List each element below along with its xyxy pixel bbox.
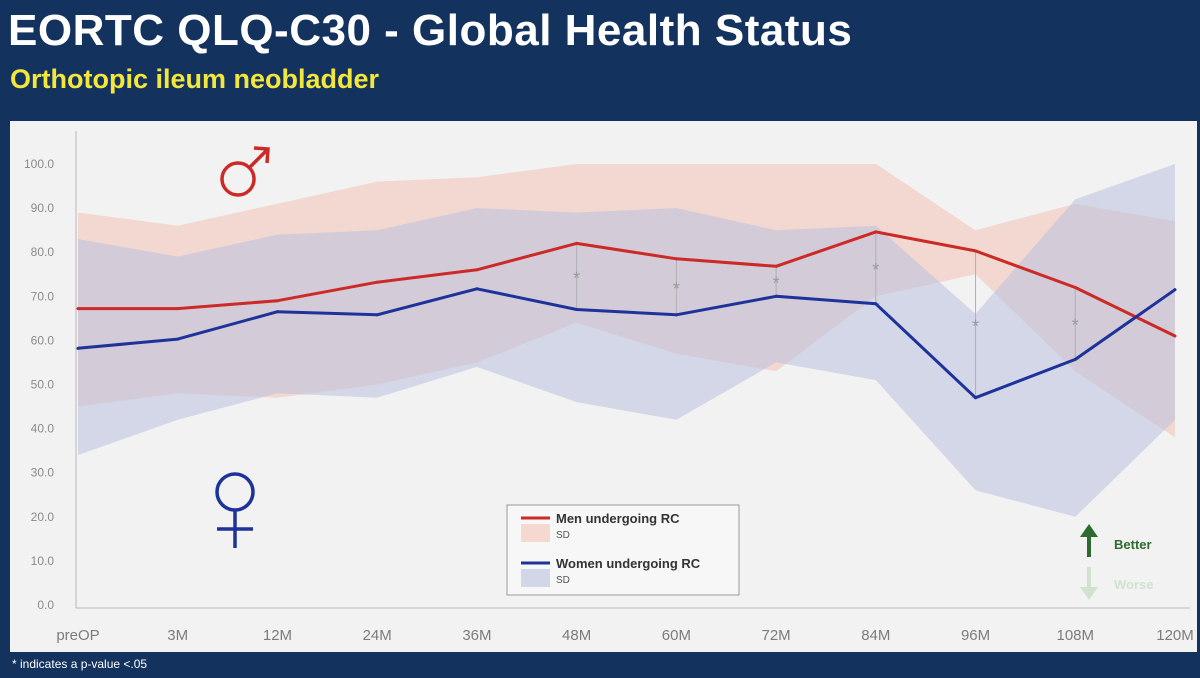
y-tick-label: 40.0 (31, 422, 55, 436)
y-tick-label: 70.0 (31, 289, 55, 303)
legend-women-label: Women undergoing RC (556, 556, 701, 571)
y-tick-label: 100.0 (24, 157, 54, 171)
slide-title: EORTC QLQ-C30 - Global Health Status (8, 6, 853, 55)
x-tick-label: 120M (1156, 627, 1194, 644)
data-point-men (475, 268, 479, 272)
x-tick-label: 96M (961, 627, 990, 644)
data-point-women (1073, 357, 1077, 361)
chart-legend: Men undergoing RC SD Women undergoing RC SD (506, 504, 740, 596)
data-point-women (874, 302, 878, 306)
sd-band-women (78, 164, 1175, 517)
arrow-down-head (1080, 587, 1098, 600)
data-point-men (575, 241, 579, 245)
legend-men-label: Men undergoing RC (556, 511, 680, 526)
significance-marker: * (1072, 315, 1079, 335)
y-tick-label: 60.0 (31, 333, 55, 347)
x-tick-label: 84M (861, 627, 890, 644)
significance-marker: * (872, 260, 879, 280)
data-point-men (275, 299, 279, 303)
male-symbol-arrowhead (253, 146, 270, 164)
male-symbol-icon (220, 146, 270, 197)
female-symbol-icon (215, 472, 255, 548)
data-point-women (575, 308, 579, 312)
x-tick-label: 108M (1057, 627, 1095, 644)
data-point-men (1073, 285, 1077, 289)
legend-men-sd-label: SD (556, 530, 570, 541)
series-line-men (78, 230, 1176, 338)
x-tick-label: 12M (263, 627, 292, 644)
data-point-women (176, 337, 180, 341)
significance-marker: * (673, 279, 680, 299)
x-tick-label: 60M (662, 627, 691, 644)
data-point-men (674, 257, 678, 261)
female-symbol-ring (215, 472, 255, 512)
data-point-women (375, 313, 379, 317)
line-chart: * * * * * * 0.0 10.0 20.0 30.0 40.0 50.0 60.0 70.0 80… (24, 131, 1194, 644)
data-point-men (974, 249, 978, 253)
legend-men-sd-swatch (521, 524, 550, 542)
data-point-women (275, 310, 279, 314)
x-tick-label: 24M (363, 627, 392, 644)
data-point-men (375, 280, 379, 284)
x-tick-label: 72M (761, 627, 790, 644)
chart-panel: * * * * * * 0.0 10.0 20.0 30.0 40.0 50.0 60.0 70.0 80… (10, 121, 1197, 652)
slide-header: EORTC QLQ-C30 - Global Health Status Ort… (0, 0, 1200, 120)
x-tick-label: 48M (562, 627, 591, 644)
series-line-women (77, 287, 1176, 400)
arrow-down-icon (1080, 567, 1098, 600)
y-tick-label: 80.0 (31, 245, 55, 259)
y-tick-label: 20.0 (31, 510, 55, 524)
y-tick-label: 50.0 (31, 378, 55, 392)
legend-women-sd-swatch (521, 569, 550, 587)
data-point-women (1173, 288, 1177, 292)
significance-marker: * (773, 273, 780, 293)
slide-subtitle: Orthotopic ileum neobladder (10, 64, 380, 94)
arrow-up-head (1080, 524, 1098, 537)
male-symbol-ring (220, 161, 256, 197)
data-point-women (674, 313, 678, 317)
data-point-men (1173, 334, 1177, 338)
data-point-women (974, 396, 978, 400)
data-point-women (76, 346, 80, 350)
y-tick-label: 30.0 (31, 466, 55, 480)
data-point-men (176, 307, 180, 311)
data-point-women (774, 294, 778, 298)
data-point-women (475, 287, 479, 291)
data-point-men (774, 264, 778, 268)
data-point-men (874, 230, 878, 234)
data-point-men (76, 307, 80, 311)
male-symbol-shaft (247, 147, 270, 170)
x-tick-label: 36M (462, 627, 491, 644)
footnote: * indicates a p-value <.05 (12, 657, 148, 671)
worse-label: Worse (1114, 577, 1154, 592)
y-tick-label: 0.0 (37, 598, 54, 612)
significance-marker: * (972, 316, 979, 336)
y-tick-label: 10.0 (31, 554, 55, 568)
x-tick-label: preOP (56, 627, 99, 644)
y-tick-label: 90.0 (31, 201, 55, 215)
legend-women-sd-label: SD (556, 575, 570, 586)
better-label: Better (1114, 537, 1152, 552)
x-tick-label: 3M (167, 627, 188, 644)
significance-marker: * (573, 268, 580, 288)
arrow-up-icon (1080, 524, 1098, 557)
